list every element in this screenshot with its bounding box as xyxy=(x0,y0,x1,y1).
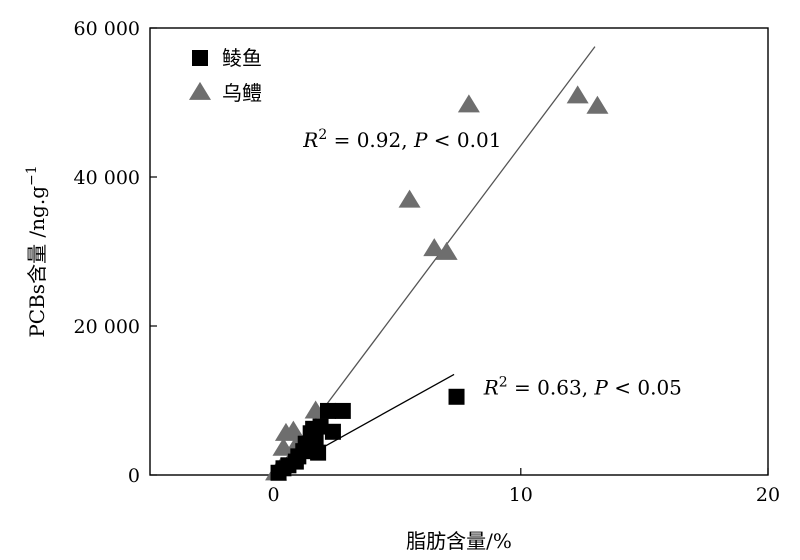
y-tick-label: 0 xyxy=(128,465,140,487)
data-point-triangle xyxy=(586,95,609,114)
legend-marker-triangle xyxy=(189,81,211,100)
annotations: R2 = 0.63, P < 0.05 R2 = 0.92, P < 0.01 xyxy=(302,127,682,399)
data-points xyxy=(265,85,609,481)
data-point-triangle xyxy=(272,437,295,456)
y-tick-label: 60 000 xyxy=(74,18,140,40)
legend-label: 鲮鱼 xyxy=(222,46,262,70)
data-point-triangle xyxy=(457,94,480,113)
data-point-square xyxy=(324,423,341,440)
r2-annotation: R2 = 0.92, P < 0.01 xyxy=(302,127,501,152)
r2-annotation: R2 = 0.63, P < 0.05 xyxy=(483,375,682,400)
plot-frame-layer xyxy=(149,27,769,476)
y-axis-title: PCBs含量 /ng.g−1 xyxy=(24,165,49,337)
legend-label: 乌鳢 xyxy=(222,81,262,105)
y-tick-label: 40 000 xyxy=(74,167,140,189)
data-point-triangle xyxy=(435,241,458,260)
legend-marker-square xyxy=(192,50,208,66)
x-axis-title: 脂肪含量/% xyxy=(406,529,512,553)
x-tick-label: 10 xyxy=(509,484,533,506)
plot-frame xyxy=(149,27,769,476)
data-point-triangle xyxy=(566,85,589,104)
data-point-triangle xyxy=(423,238,446,257)
data-point-square xyxy=(319,402,336,419)
data-point-square xyxy=(310,444,327,461)
x-tick-label: 0 xyxy=(268,484,280,506)
data-point-square xyxy=(312,418,329,435)
y-tick-label: 20 000 xyxy=(74,316,140,338)
data-point-square xyxy=(334,402,351,419)
data-point-triangle xyxy=(398,189,421,208)
x-tick-label: 20 xyxy=(756,484,780,506)
data-point-square xyxy=(448,388,465,405)
axes: 0 20 000 40 000 60 000 0 10 20 脂肪含量/% PCBs含量 /ng… xyxy=(24,18,780,553)
